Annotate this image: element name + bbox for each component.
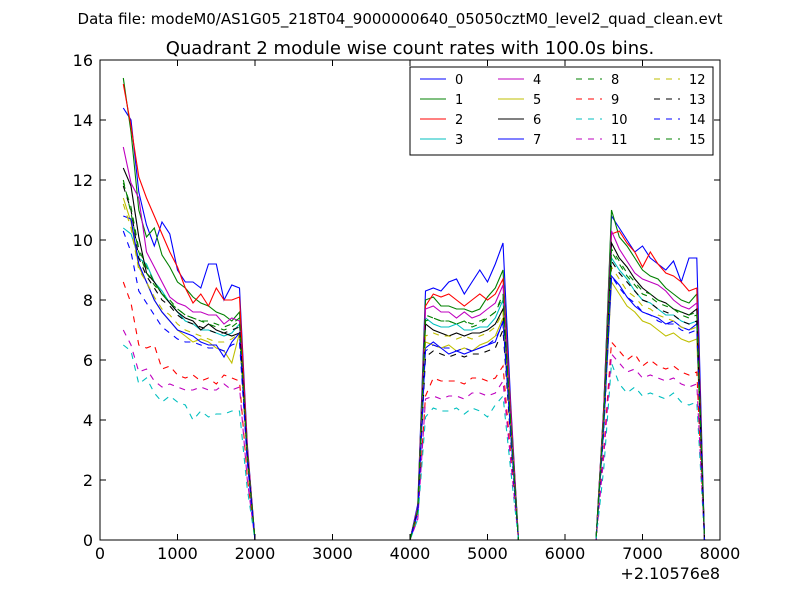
- legend-label-3: 3: [455, 133, 463, 148]
- x-axis: 0 1000 2000 3000 4000 5000 6000 7000 8000: [95, 60, 740, 563]
- series-line-5: [122, 197, 706, 541]
- x-tick-label: 2000: [235, 544, 276, 563]
- chart-suptitle: Data file: modeM0/AS1G05_218T04_90000006…: [78, 10, 723, 29]
- series-line-9: [122, 281, 706, 541]
- y-tick-label: 12: [73, 171, 93, 190]
- x-tick-label: 4000: [390, 544, 431, 563]
- series-line-13: [122, 185, 706, 541]
- x-tick-label: 7000: [622, 544, 663, 563]
- y-tick-label: 4: [83, 411, 93, 430]
- y-tick-label: 16: [73, 51, 93, 70]
- legend-label-12: 12: [689, 73, 706, 88]
- legend-label-2: 2: [455, 113, 463, 128]
- legend-label-10: 10: [611, 113, 628, 128]
- legend-label-4: 4: [533, 73, 541, 88]
- x-tick-label: 1000: [157, 544, 198, 563]
- y-tick-label: 6: [83, 351, 93, 370]
- legend-label-11: 11: [611, 133, 628, 148]
- legend-label-5: 5: [533, 93, 541, 108]
- plot-lines: [122, 77, 706, 541]
- legend-label-8: 8: [611, 73, 619, 88]
- series-line-12: [122, 203, 706, 541]
- y-tick-label: 10: [73, 231, 93, 250]
- y-tick-label: 14: [73, 111, 93, 130]
- legend-box: [409, 66, 714, 156]
- legend-label-0: 0: [455, 73, 463, 88]
- legend-label-15: 15: [689, 133, 706, 148]
- series-line-14: [122, 230, 706, 541]
- series-line-11: [122, 329, 706, 541]
- x-tick-label: 5000: [467, 544, 508, 563]
- legend-label-13: 13: [689, 93, 706, 108]
- x-tick-label: 3000: [312, 544, 353, 563]
- series-line-0: [122, 107, 706, 541]
- series-line-3: [122, 227, 706, 541]
- legend-label-6: 6: [533, 113, 541, 128]
- chart-title: Quadrant 2 module wise count rates with …: [166, 38, 655, 59]
- legend-label-9: 9: [611, 93, 619, 108]
- y-tick-label: 8: [83, 291, 93, 310]
- x-tick-label: 8000: [700, 544, 741, 563]
- x-tick-label: 0: [95, 544, 105, 563]
- legend-label-7: 7: [533, 133, 541, 148]
- series-line-6: [122, 167, 706, 541]
- legend-label-1: 1: [455, 93, 463, 108]
- x-tick-label: 6000: [545, 544, 586, 563]
- series-line-8: [122, 179, 706, 541]
- y-tick-label: 0: [83, 531, 93, 550]
- series-line-15: [122, 182, 706, 541]
- series-line-10: [122, 344, 706, 541]
- x-offset-label: +2.10576e8: [620, 564, 720, 583]
- legend-label-14: 14: [689, 113, 706, 128]
- y-tick-label: 2: [83, 471, 93, 490]
